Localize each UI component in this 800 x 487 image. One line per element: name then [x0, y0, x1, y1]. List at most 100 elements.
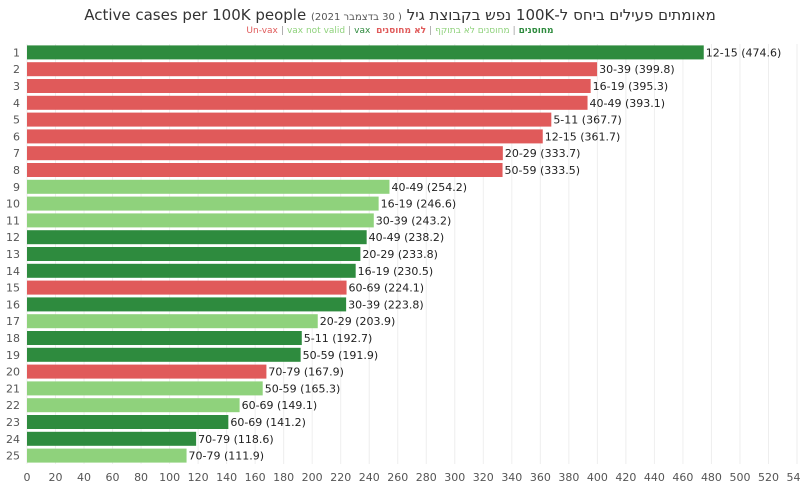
- y-tick-label: 5: [13, 114, 20, 127]
- x-tick-label: 540: [787, 471, 800, 484]
- y-tick-label: 9: [13, 181, 20, 194]
- bar: [27, 415, 229, 429]
- bar: [27, 213, 374, 228]
- value-label: 20-29 (203.9): [320, 315, 396, 328]
- bar: [27, 314, 318, 329]
- value-label: 16-19 (246.6): [381, 198, 457, 211]
- x-tick-label: 500: [729, 471, 750, 484]
- x-tick-label: 220: [330, 471, 351, 484]
- legend-separator: |: [280, 26, 284, 36]
- y-tick-label: 14: [6, 265, 20, 278]
- value-label: 40-49 (393.1): [590, 97, 666, 110]
- x-tick-label: 40: [77, 471, 91, 484]
- x-tick-label: 80: [134, 471, 148, 484]
- value-label: 5-11 (192.7): [304, 332, 373, 345]
- x-tick-label: 480: [701, 471, 722, 484]
- bar: [27, 331, 302, 345]
- y-tick-label: 15: [6, 282, 20, 295]
- y-tick-label: 24: [6, 433, 20, 446]
- x-tick-label: 340: [501, 471, 522, 484]
- value-label: 50-59 (333.5): [505, 164, 581, 177]
- x-tick-label: 460: [672, 471, 693, 484]
- x-tick-label: 400: [587, 471, 608, 484]
- legend-entry: vax not valid: [286, 26, 346, 36]
- legend-entry: vax: [354, 26, 371, 36]
- value-label: 30-39 (399.8): [599, 63, 675, 76]
- bar: [27, 196, 379, 211]
- legend-separator: |: [512, 26, 516, 36]
- y-tick-label: 16: [6, 298, 20, 311]
- bar: [27, 45, 704, 60]
- x-tick-label: 420: [615, 471, 636, 484]
- value-label: 16-19 (230.5): [358, 265, 434, 278]
- title-en: Active cases per 100K people: [84, 6, 307, 24]
- legend-separator: |: [348, 26, 352, 36]
- x-tick-label: 60: [106, 471, 120, 484]
- y-tick-label: 2: [13, 63, 20, 76]
- y-tick-label: 7: [13, 147, 20, 160]
- value-label: 20-29 (233.8): [362, 248, 438, 261]
- y-tick-label: 4: [13, 97, 20, 110]
- y-tick-label: 23: [6, 416, 20, 429]
- title-he: מאומתים פעילים ביחס ל-100K נפש בקבוצת גי…: [406, 6, 716, 24]
- bar: [27, 448, 187, 463]
- bar: [27, 179, 390, 194]
- value-label: 60-69 (149.1): [242, 399, 318, 412]
- value-label: 30-39 (243.2): [376, 214, 452, 227]
- x-tick-label: 100: [159, 471, 180, 484]
- title: Active cases per 100K people ( 30 בדצמבר…: [0, 6, 800, 24]
- bar: [27, 263, 356, 278]
- x-tick-label: 120: [188, 471, 209, 484]
- y-tick-label: 20: [6, 366, 20, 379]
- bar: [27, 431, 197, 446]
- y-tick-label: 10: [6, 198, 20, 211]
- bar: [27, 129, 543, 144]
- x-tick-label: 140: [216, 471, 237, 484]
- value-label: 40-49 (238.2): [369, 231, 445, 244]
- legend-entry: Un-vax: [246, 26, 278, 36]
- value-label: 70-79 (111.9): [189, 450, 265, 463]
- value-label: 16-19 (395.3): [593, 80, 669, 93]
- y-tick-label: 8: [13, 164, 20, 177]
- legend-separator: |: [429, 26, 433, 36]
- x-tick-label: 240: [359, 471, 380, 484]
- value-label: 50-59 (165.3): [265, 382, 341, 395]
- bar: [27, 163, 503, 177]
- y-tick-label: 11: [6, 214, 20, 227]
- x-tick-label: 180: [273, 471, 294, 484]
- value-label: 12-15 (474.6): [706, 46, 782, 59]
- x-tick-label: 300: [444, 471, 465, 484]
- value-label: 30-39 (223.8): [348, 298, 424, 311]
- legend: Un-vax | vax not valid | vax לא מחוסנים | מחוס…: [0, 26, 800, 36]
- value-label: 40-49 (254.2): [391, 181, 467, 194]
- x-tick-label: 320: [473, 471, 494, 484]
- bar: [27, 381, 263, 396]
- bar: [27, 112, 552, 127]
- x-tick-label: 160: [245, 471, 266, 484]
- bar: [27, 247, 361, 261]
- bar: [27, 230, 367, 245]
- bar: [27, 297, 347, 312]
- value-label: 12-15 (361.7): [545, 130, 621, 143]
- x-tick-label: 200: [302, 471, 323, 484]
- y-tick-label: 13: [6, 248, 20, 261]
- x-tick-label: 380: [558, 471, 579, 484]
- x-tick-label: 440: [644, 471, 665, 484]
- value-label: 20-29 (333.7): [505, 147, 581, 160]
- x-tick-label: 280: [416, 471, 437, 484]
- x-tick-label: 260: [387, 471, 408, 484]
- value-label: 70-79 (118.6): [198, 433, 274, 446]
- x-tick-label: 0: [24, 471, 31, 484]
- y-tick-label: 21: [6, 382, 20, 395]
- y-tick-label: 17: [6, 315, 20, 328]
- value-label: 60-69 (141.2): [230, 416, 306, 429]
- y-tick-label: 1: [13, 46, 20, 59]
- bar: [27, 146, 503, 161]
- x-tick-label: 20: [49, 471, 63, 484]
- legend-entry: לא מחוסנים: [376, 26, 427, 36]
- bar: [27, 364, 267, 379]
- y-tick-label: 18: [6, 332, 20, 345]
- y-tick-label: 12: [6, 231, 20, 244]
